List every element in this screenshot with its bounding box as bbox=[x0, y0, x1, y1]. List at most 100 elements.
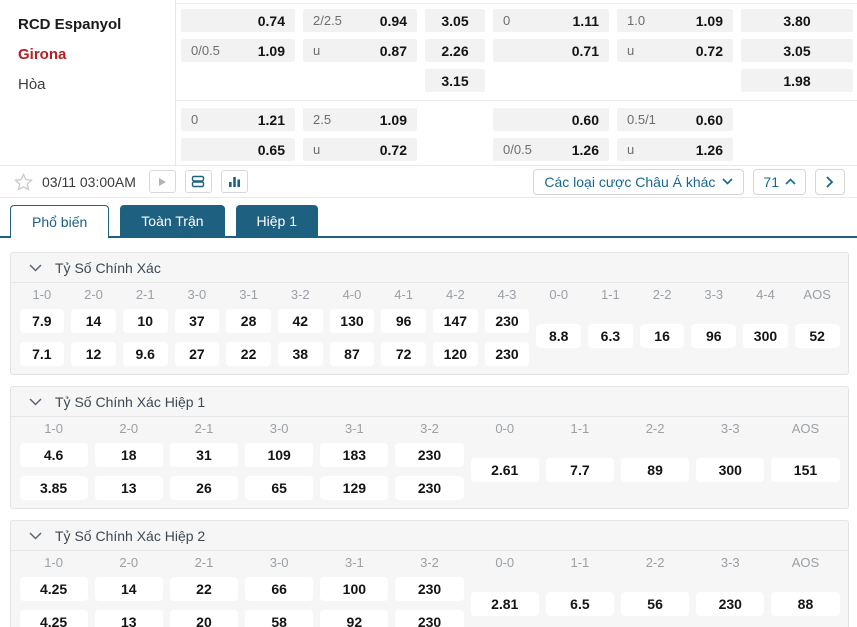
odds-cell-draw[interactable]: 2.61 bbox=[470, 457, 539, 482]
tab-pho-bien[interactable]: Phổ biến bbox=[10, 205, 110, 238]
odds-cell-away[interactable]: 38 bbox=[277, 342, 323, 366]
panel-header[interactable]: Tỷ Số Chính Xác Hiệp 1 bbox=[11, 387, 848, 417]
odds-cell-home[interactable]: 230 bbox=[395, 577, 464, 601]
chevron-up-icon bbox=[785, 178, 796, 185]
odds-cell[interactable]: u 0.87 bbox=[303, 39, 417, 62]
odds-cell[interactable]: 0.71 bbox=[493, 39, 609, 62]
odds-cell-away[interactable]: 58 bbox=[245, 610, 314, 627]
odds-cell-draw[interactable]: 2.81 bbox=[470, 591, 539, 616]
odds-cell-away[interactable]: 65 bbox=[245, 476, 314, 500]
odds-cell-draw[interactable]: 6.3 bbox=[588, 323, 633, 348]
favorite-star-icon[interactable] bbox=[14, 172, 33, 191]
odds-cell-home[interactable]: 183 bbox=[320, 443, 389, 467]
panel-header[interactable]: Tỷ Số Chính Xác bbox=[11, 253, 848, 283]
odds-cell[interactable]: u 0.72 bbox=[303, 138, 417, 161]
odds-cell[interactable]: 0/0.5 1.26 bbox=[493, 138, 609, 161]
score-column: 4-4 300 bbox=[740, 283, 792, 366]
odds-cell[interactable]: u 1.26 bbox=[617, 138, 733, 161]
market-count-toggle[interactable]: 71 bbox=[753, 168, 806, 195]
odds-cell-away[interactable]: 9.6 bbox=[122, 342, 168, 366]
odds-cell-home[interactable]: 28 bbox=[226, 309, 271, 333]
odds-cell-away[interactable]: 22 bbox=[226, 342, 271, 366]
odds-cell-away[interactable]: 92 bbox=[320, 610, 389, 627]
odds-cell-home[interactable]: 31 bbox=[169, 443, 239, 467]
odds-cell[interactable]: 1.0 1.09 bbox=[617, 9, 733, 32]
odds-cell[interactable]: 0/0.5 1.09 bbox=[181, 39, 295, 62]
odds-cell-draw[interactable]: 52 bbox=[794, 323, 840, 348]
odds-cell-away[interactable]: 13 bbox=[94, 476, 163, 500]
odds-cell-away[interactable]: 230 bbox=[484, 342, 530, 366]
odds-cell-draw[interactable]: 56 bbox=[621, 591, 690, 616]
odds-cell[interactable]: 2.5 1.09 bbox=[303, 108, 417, 131]
odds-cell-home[interactable]: 14 bbox=[71, 309, 116, 333]
odds-cell[interactable]: 3.15 bbox=[425, 69, 485, 92]
score-column: 3-0 37 27 bbox=[171, 283, 223, 366]
odds-cell-home[interactable]: 22 bbox=[169, 577, 239, 601]
odds-cell[interactable]: u 0.72 bbox=[617, 39, 733, 62]
odds-cell-home[interactable]: 10 bbox=[122, 309, 168, 333]
odds-cell[interactable]: 3.05 bbox=[741, 39, 853, 62]
odds-cell-draw[interactable]: 151 bbox=[771, 457, 840, 482]
odds-cell-home[interactable]: 109 bbox=[245, 443, 314, 467]
odds-cell-draw[interactable]: 300 bbox=[743, 323, 788, 348]
odds-cell[interactable]: 0.5/1 0.60 bbox=[617, 108, 733, 131]
odds-cell-away[interactable]: 7.1 bbox=[19, 342, 65, 366]
odds-cell-home[interactable]: 14 bbox=[94, 577, 163, 601]
odds-cell-home[interactable]: 147 bbox=[433, 309, 478, 333]
odds-cell[interactable]: 3.80 bbox=[741, 9, 853, 32]
odds-cell-home[interactable]: 4.6 bbox=[19, 443, 88, 467]
odds-cell[interactable]: 1.98 bbox=[741, 69, 853, 92]
odds-cell-away[interactable]: 230 bbox=[395, 610, 464, 627]
odds-cell-home[interactable]: 4.25 bbox=[19, 577, 88, 601]
next-match-button[interactable] bbox=[815, 168, 845, 195]
odds-cell-draw[interactable]: 6.5 bbox=[545, 591, 614, 616]
stats-button[interactable] bbox=[220, 170, 248, 193]
odds-cell-home[interactable]: 130 bbox=[329, 309, 375, 333]
odds-cell-away[interactable]: 20 bbox=[169, 610, 239, 627]
odds-cell-draw[interactable]: 8.8 bbox=[536, 323, 582, 348]
odds-cell-draw[interactable]: 89 bbox=[621, 457, 690, 482]
odds-cell-home[interactable]: 18 bbox=[94, 443, 163, 467]
odds-cell-away[interactable]: 129 bbox=[320, 476, 389, 500]
odds-cell-away[interactable]: 230 bbox=[395, 476, 464, 500]
odds-cell[interactable]: 0 1.21 bbox=[181, 108, 295, 131]
odds-cell-home[interactable]: 37 bbox=[174, 309, 220, 333]
odds-cell-draw[interactable]: 7.7 bbox=[545, 457, 614, 482]
odds-cell-away[interactable]: 27 bbox=[174, 342, 220, 366]
odds-cell[interactable]: 2.26 bbox=[425, 39, 485, 62]
bet-type-dropdown[interactable]: Các loại cược Châu Á khác bbox=[533, 168, 745, 195]
odds-cell-home[interactable]: 230 bbox=[484, 309, 530, 333]
odds-cell-away[interactable]: 4.25 bbox=[19, 610, 88, 627]
odds-cell[interactable]: 2/2.5 0.94 bbox=[303, 9, 417, 32]
score-label: 3-1 bbox=[344, 555, 364, 570]
odds-cell[interactable]: 0.60 bbox=[493, 108, 609, 131]
odds-cell-away[interactable]: 3.85 bbox=[19, 476, 88, 500]
odds-cell-away[interactable]: 72 bbox=[381, 342, 426, 366]
odds-cell-draw[interactable]: 16 bbox=[639, 323, 685, 348]
odds-cell-draw[interactable]: 96 bbox=[691, 323, 737, 348]
odds-cell-draw[interactable]: 300 bbox=[696, 457, 765, 482]
team-column: RCD Espanyol Girona Hòa bbox=[0, 0, 176, 165]
tab-hiep-1[interactable]: Hiệp 1 bbox=[235, 205, 319, 236]
tab-toan-tran[interactable]: Toàn Trận bbox=[120, 205, 225, 236]
odds-cell-away[interactable]: 87 bbox=[329, 342, 375, 366]
odds-cell-home[interactable]: 230 bbox=[395, 443, 464, 467]
panel-header[interactable]: Tỷ Số Chính Xác Hiệp 2 bbox=[11, 521, 848, 551]
odds-cell-home[interactable]: 96 bbox=[381, 309, 426, 333]
odds-cell[interactable]: 0.65 bbox=[181, 138, 295, 161]
odds-cell-home[interactable]: 100 bbox=[320, 577, 389, 601]
odds-cell-home[interactable]: 66 bbox=[245, 577, 314, 601]
odds-cell-away[interactable]: 120 bbox=[433, 342, 478, 366]
play-button[interactable] bbox=[148, 170, 176, 193]
odds-cell-draw[interactable]: 230 bbox=[696, 591, 765, 616]
odds-history-button[interactable] bbox=[184, 170, 212, 193]
odds-cell-away[interactable]: 12 bbox=[71, 342, 116, 366]
odds-cell-home[interactable]: 42 bbox=[277, 309, 323, 333]
odds-cell-away[interactable]: 13 bbox=[94, 610, 163, 627]
odds-cell-home[interactable]: 7.9 bbox=[19, 309, 65, 333]
odds-cell-draw[interactable]: 88 bbox=[771, 591, 840, 616]
odds-cell[interactable]: 3.05 bbox=[425, 9, 485, 32]
odds-cell[interactable]: 0.74 bbox=[181, 9, 295, 32]
odds-cell[interactable]: 0 1.11 bbox=[493, 9, 609, 32]
odds-cell-away[interactable]: 26 bbox=[169, 476, 239, 500]
